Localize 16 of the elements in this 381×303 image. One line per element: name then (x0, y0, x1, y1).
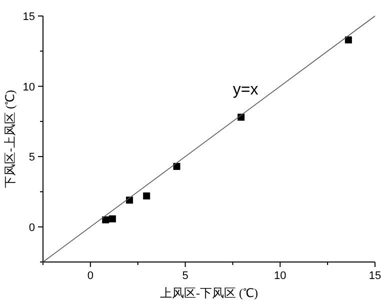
point (173, 162, 180, 170)
x-axis-title: 上风区-下风区 (℃) (160, 286, 258, 300)
y-tick-label: 15 (22, 11, 35, 23)
point (102, 216, 110, 224)
x-tick-label: 0 (87, 270, 94, 282)
x-tick-label: 5 (182, 270, 188, 282)
point (143, 192, 150, 200)
annotation: y=x (232, 82, 258, 99)
point (344, 36, 352, 44)
y-tick-label: 5 (28, 152, 35, 164)
y-tick-label: 0 (28, 222, 35, 234)
y-axis-title: 下风区-上风区 (℃) (3, 90, 17, 188)
x-tick-label: 15 (368, 270, 381, 282)
point (108, 215, 116, 222)
x-tick-label: 10 (274, 270, 286, 282)
y-tick-label: 10 (22, 81, 35, 94)
